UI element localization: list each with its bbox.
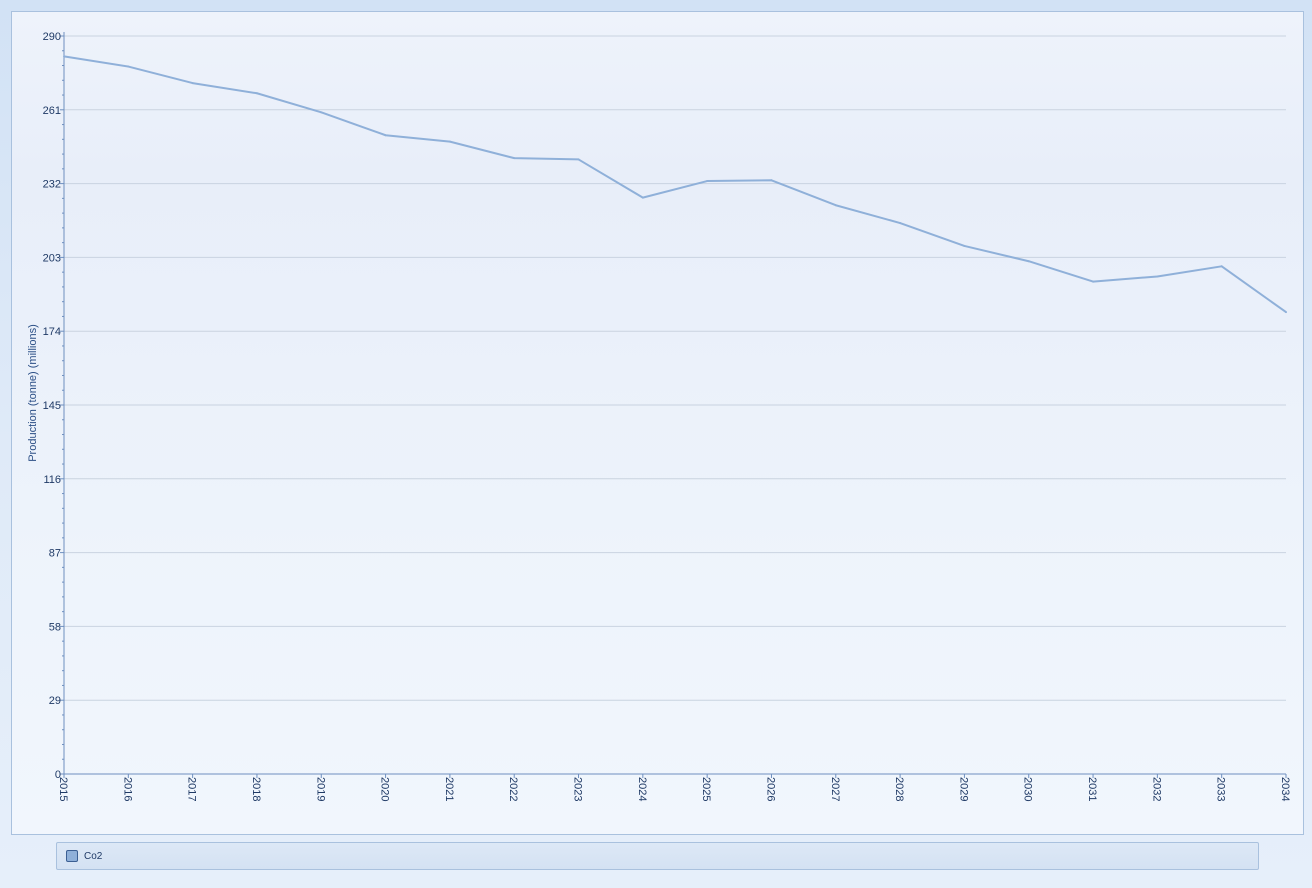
data-point-co2-2025 bbox=[706, 180, 709, 183]
legend-item-co2[interactable]: Co2 bbox=[66, 850, 102, 862]
y-axis-title: Production (tonne) (millions) bbox=[27, 324, 39, 462]
data-point-co2-2029 bbox=[963, 244, 966, 247]
data-point-co2-2030 bbox=[1027, 260, 1030, 263]
series-layer bbox=[63, 55, 1287, 314]
y-tick-label-29: 29 bbox=[49, 695, 61, 707]
x-tick-label-2032: 2032 bbox=[1150, 777, 1162, 801]
data-point-co2-2024 bbox=[641, 196, 644, 199]
x-tick-label-2020: 2020 bbox=[379, 777, 391, 801]
data-point-co2-2023 bbox=[577, 158, 580, 161]
x-tick-label-2017: 2017 bbox=[186, 777, 198, 801]
x-tick-label-2028: 2028 bbox=[893, 777, 905, 801]
x-tick-label-2033: 2033 bbox=[1215, 777, 1227, 801]
x-tick-label-2030: 2030 bbox=[1022, 777, 1034, 801]
chart-panel: 0 29 58 87 116 145 174 203 232 261 290 2015 2016 2017… bbox=[11, 11, 1304, 835]
x-tick-label-2024: 2024 bbox=[636, 777, 648, 801]
y-tick-label-116: 116 bbox=[43, 474, 61, 486]
x-tick-label-2022: 2022 bbox=[507, 777, 519, 801]
data-point-co2-2028 bbox=[899, 222, 902, 225]
data-point-co2-2032 bbox=[1156, 275, 1159, 278]
x-tick-label-2021: 2021 bbox=[443, 777, 455, 801]
legend: Co2 bbox=[56, 842, 1259, 870]
x-tick-label-2034: 2034 bbox=[1279, 777, 1291, 801]
data-point-co2-2020 bbox=[384, 134, 387, 137]
y-tick-label-87: 87 bbox=[49, 548, 61, 560]
y-tick-label-261: 261 bbox=[43, 105, 61, 117]
y-tick-label-0: 0 bbox=[55, 769, 61, 781]
axes bbox=[60, 32, 1287, 778]
y-tick-label-290: 290 bbox=[43, 31, 61, 43]
legend-swatch-co2 bbox=[66, 850, 78, 862]
data-point-co2-2034 bbox=[1285, 311, 1287, 314]
series-line-co2 bbox=[63, 55, 1287, 313]
data-point-co2-2015 bbox=[63, 55, 65, 58]
x-tick-label-2019: 2019 bbox=[314, 777, 326, 801]
data-point-co2-2017 bbox=[191, 82, 194, 85]
data-point-co2-2019 bbox=[320, 111, 323, 114]
x-tick-label-2015: 2015 bbox=[57, 777, 69, 801]
data-point-co2-2031 bbox=[1092, 280, 1095, 283]
tick-labels: 0 29 58 87 116 145 174 203 232 261 290 2015 2016 2017… bbox=[43, 31, 1291, 801]
y-tick-label-203: 203 bbox=[43, 252, 61, 264]
x-tick-label-2026: 2026 bbox=[764, 777, 776, 801]
y-tick-label-232: 232 bbox=[43, 179, 61, 191]
x-tick-label-2016: 2016 bbox=[121, 777, 133, 801]
y-tick-label-145: 145 bbox=[43, 400, 61, 412]
data-point-co2-2022 bbox=[513, 157, 516, 160]
data-point-co2-2018 bbox=[255, 92, 258, 95]
x-tick-label-2018: 2018 bbox=[250, 777, 262, 801]
data-point-co2-2021 bbox=[448, 140, 451, 143]
y-tick-label-174: 174 bbox=[43, 326, 61, 338]
grid-lines bbox=[64, 35, 1286, 701]
data-point-co2-2033 bbox=[1220, 265, 1223, 268]
x-tick-label-2031: 2031 bbox=[1086, 777, 1098, 801]
line-chart: 0 29 58 87 116 145 174 203 232 261 290 2015 2016 2017… bbox=[27, 31, 1291, 801]
legend-label-co2: Co2 bbox=[84, 850, 103, 862]
x-tick-label-2023: 2023 bbox=[572, 777, 584, 801]
y-tick-label-58: 58 bbox=[49, 621, 61, 633]
x-tick-label-2025: 2025 bbox=[700, 777, 712, 801]
data-point-co2-2027 bbox=[834, 204, 837, 207]
x-tick-label-2027: 2027 bbox=[829, 777, 841, 801]
data-point-co2-2026 bbox=[770, 179, 773, 182]
x-tick-label-2029: 2029 bbox=[957, 777, 969, 801]
data-point-co2-2016 bbox=[127, 65, 130, 68]
